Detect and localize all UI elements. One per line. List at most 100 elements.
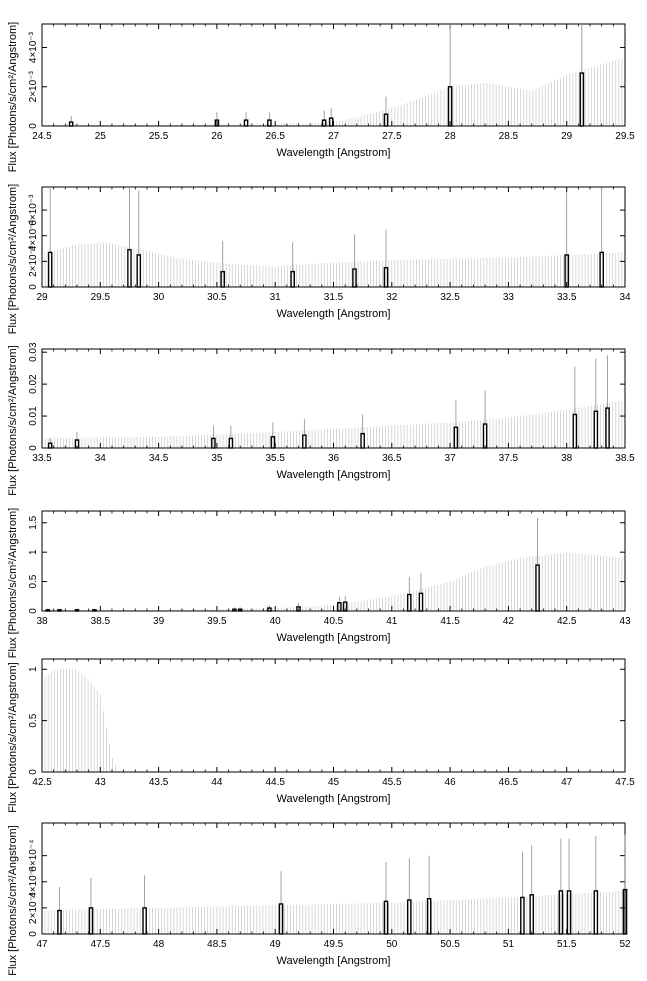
y-tick-label: 0.02 — [28, 374, 39, 394]
x-tick-label: 27 — [328, 131, 340, 142]
x-tick-label: 34 — [619, 292, 631, 303]
y-tick-label: 2×10⁻⁴ — [28, 892, 39, 924]
panel-6: 47 47.5 48 48.5 49 49.5 50 50.5 51 51.5 52 0 2×10⁻⁴4… — [7, 822, 631, 976]
line-bar — [270, 436, 276, 449]
x-tick-label: 33.5 — [557, 292, 577, 303]
x-axis-title: Wavelength [Angstrom] — [277, 469, 391, 481]
x-tick-label: 33 — [503, 292, 515, 303]
x-tick-label: 27.5 — [382, 131, 402, 142]
line-bar — [232, 608, 237, 612]
line-bar — [566, 890, 572, 935]
x-tick-label: 38 — [561, 453, 573, 464]
line-bar — [92, 609, 97, 612]
x-tick-label: 31.5 — [324, 292, 344, 303]
line-bar — [352, 268, 357, 288]
y-tick-label: 0.01 — [28, 406, 39, 426]
x-tick-label: 34.5 — [149, 453, 169, 464]
line-bar — [237, 608, 243, 612]
x-tick-label: 28.5 — [499, 131, 519, 142]
line-bar — [267, 607, 272, 612]
line-bar — [328, 117, 334, 127]
line-bar — [520, 896, 525, 935]
x-tick-label: 32 — [386, 292, 398, 303]
line-bar — [211, 437, 216, 449]
x-tick-label: 32.5 — [440, 292, 460, 303]
y-tick-label: 6×10⁻³ — [28, 194, 39, 226]
x-tick-label: 43 — [619, 616, 631, 627]
line-bar — [142, 907, 147, 935]
line-bar — [383, 113, 389, 127]
x-tick-label: 25.5 — [149, 131, 169, 142]
x-tick-label: 47.5 — [615, 777, 635, 788]
x-axis-title: Wavelength [Angstrom] — [277, 147, 391, 159]
x-tick-label: 26.5 — [265, 131, 285, 142]
line-bar — [605, 407, 610, 449]
y-axis-title: Flux [Photons/s/cm²/Angstrom] — [7, 184, 19, 334]
line-bar — [572, 413, 578, 449]
x-tick-label: 47 — [36, 939, 48, 950]
x-tick-label: 41 — [386, 616, 398, 627]
x-tick-label: 30.5 — [207, 292, 227, 303]
x-tick-label: 31 — [270, 292, 282, 303]
line-bar — [337, 602, 342, 612]
x-tick-label: 34 — [95, 453, 107, 464]
plot-frame — [41, 23, 626, 127]
line-bar — [290, 270, 295, 288]
line-bar — [558, 890, 564, 935]
line-bar — [214, 119, 220, 127]
x-tick-label: 41.5 — [440, 616, 460, 627]
line-bar — [296, 606, 301, 612]
x-tick-label: 39 — [153, 616, 165, 627]
x-axis-title: Wavelength [Angstrom] — [277, 955, 391, 967]
y-axis-title: Flux [Photons/s/cm²/Angstrom] — [7, 662, 19, 812]
line-bar — [529, 894, 535, 935]
line-bar — [360, 432, 365, 449]
line-bar — [57, 609, 62, 612]
x-tick-label: 37.5 — [499, 453, 519, 464]
line-bar — [321, 119, 327, 127]
x-tick-label: 29.5 — [91, 292, 111, 303]
x-tick-label: 38.5 — [91, 616, 111, 627]
line-bar — [136, 254, 142, 288]
line-bar — [383, 900, 389, 935]
x-tick-label: 40.5 — [324, 616, 344, 627]
line-bar — [383, 267, 389, 288]
line-bar — [447, 86, 453, 127]
line-bar — [267, 119, 272, 127]
y-axis-title: Flux [Photons/s/cm²/Angstrom] — [7, 345, 19, 495]
x-tick-label: 49.5 — [324, 939, 344, 950]
y-axis-title: Flux [Photons/s/cm²/Angstrom] — [7, 22, 19, 172]
line-bar — [74, 439, 80, 449]
x-tick-label: 36 — [328, 453, 340, 464]
x-tick-label: 35 — [211, 453, 223, 464]
x-tick-label: 47 — [561, 777, 573, 788]
x-tick-label: 46.5 — [499, 777, 519, 788]
x-tick-label: 47.5 — [91, 939, 111, 950]
x-tick-label: 48.5 — [207, 939, 227, 950]
y-tick-label: 0 — [28, 931, 39, 937]
x-tick-label: 45 — [328, 777, 340, 788]
x-tick-label: 45.5 — [382, 777, 402, 788]
y-tick-label: 1.5 — [28, 515, 39, 529]
panel-4: 38 38.5 39 39.5 40 40.5 41 41.5 42 42.5 43 0 0.5 1 1.5… — [7, 508, 631, 658]
x-tick-label: 51.5 — [557, 939, 577, 950]
x-tick-label: 50.5 — [440, 939, 460, 950]
x-tick-label: 35.5 — [265, 453, 285, 464]
y-tick-label: 4×10⁻⁴ — [28, 866, 39, 898]
x-tick-label: 29.5 — [615, 131, 635, 142]
y-tick-label: 6×10⁻⁴ — [28, 840, 39, 872]
x-tick-label: 42.5 — [557, 616, 577, 627]
x-tick-label: 38 — [36, 616, 48, 627]
x-tick-label: 29 — [36, 292, 48, 303]
x-tick-label: 44.5 — [265, 777, 285, 788]
x-tick-label: 29 — [561, 131, 573, 142]
line-bar — [228, 437, 234, 449]
y-tick-label: 4×10⁻³ — [28, 31, 39, 63]
x-tick-label: 42 — [503, 616, 515, 627]
x-tick-label: 46 — [445, 777, 457, 788]
x-tick-label: 42.5 — [32, 777, 52, 788]
x-tick-label: 43 — [95, 777, 107, 788]
x-tick-label: 28 — [445, 131, 457, 142]
y-axis-title: Flux [Photons/s/cm²/Angstrom] — [7, 508, 19, 658]
